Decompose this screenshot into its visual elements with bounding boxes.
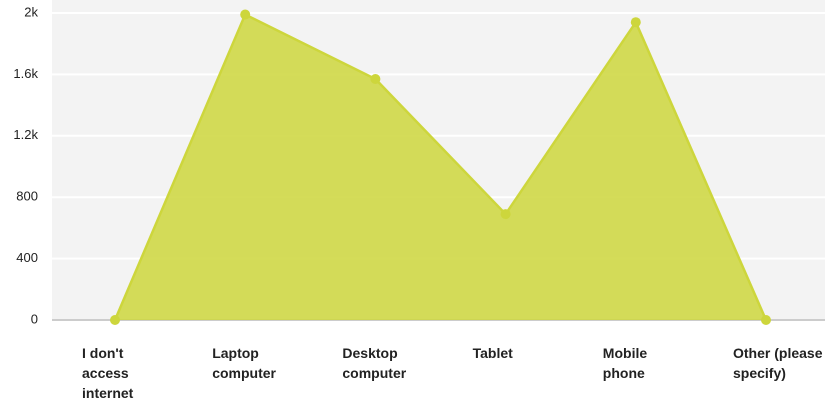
x-tick-label: I don't access internet bbox=[82, 345, 134, 401]
point bbox=[500, 209, 511, 220]
y-tick-label: 1.2k bbox=[13, 127, 38, 142]
x-tick-label: Mobile phone bbox=[602, 345, 648, 381]
y-tick-label: 400 bbox=[16, 250, 38, 265]
x-tick-label: Tablet bbox=[472, 345, 513, 361]
x-tick-label: Laptop computer bbox=[212, 345, 276, 381]
y-tick-label: 1.6k bbox=[13, 66, 38, 81]
area bbox=[115, 14, 766, 320]
y-tick-label: 2k bbox=[24, 4, 38, 19]
point bbox=[370, 74, 381, 85]
point bbox=[240, 9, 251, 20]
point bbox=[761, 315, 771, 325]
y-tick-label: 800 bbox=[16, 189, 38, 204]
point bbox=[110, 315, 120, 325]
x-tick-label: Other (please specify) bbox=[733, 345, 823, 381]
line bbox=[113, 12, 768, 321]
y-tick-label: 0 bbox=[31, 311, 38, 326]
point bbox=[630, 17, 641, 28]
x-tick-label: Desktop computer bbox=[342, 345, 407, 381]
